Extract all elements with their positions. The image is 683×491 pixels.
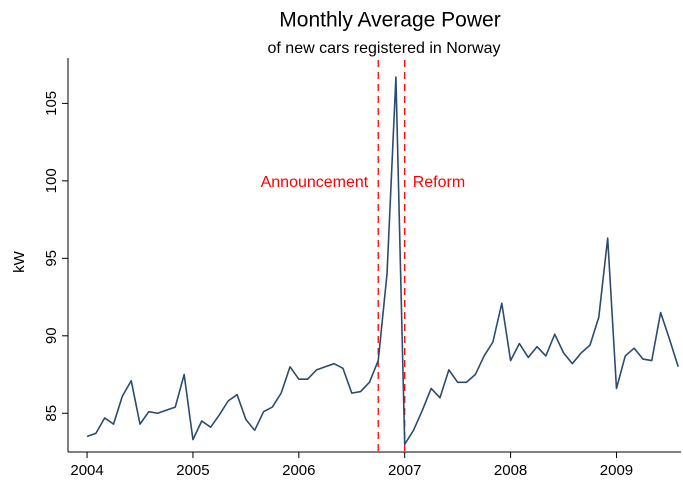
y-tick-label: 95 xyxy=(43,250,60,267)
y-tick-label: 105 xyxy=(43,91,60,116)
y-axis-label: kW xyxy=(11,250,28,273)
x-tick-label: 2007 xyxy=(388,462,421,479)
annotation-label: Reform xyxy=(413,174,465,191)
x-tick-label: 2009 xyxy=(600,462,633,479)
x-tick-label: 2008 xyxy=(494,462,527,479)
chart-subtitle: of new cars registered in Norway xyxy=(268,40,501,57)
x-tick-label: 2005 xyxy=(176,462,209,479)
y-tick-label: 85 xyxy=(43,405,60,422)
x-tick-label: 2004 xyxy=(70,462,103,479)
chart-title: Monthly Average Power xyxy=(279,9,500,32)
y-tick-label: 90 xyxy=(43,327,60,344)
y-tick-label: 100 xyxy=(43,168,60,193)
data-line xyxy=(86,76,679,446)
annotation-label: Announcement xyxy=(261,174,369,191)
x-tick-label: 2006 xyxy=(282,462,315,479)
